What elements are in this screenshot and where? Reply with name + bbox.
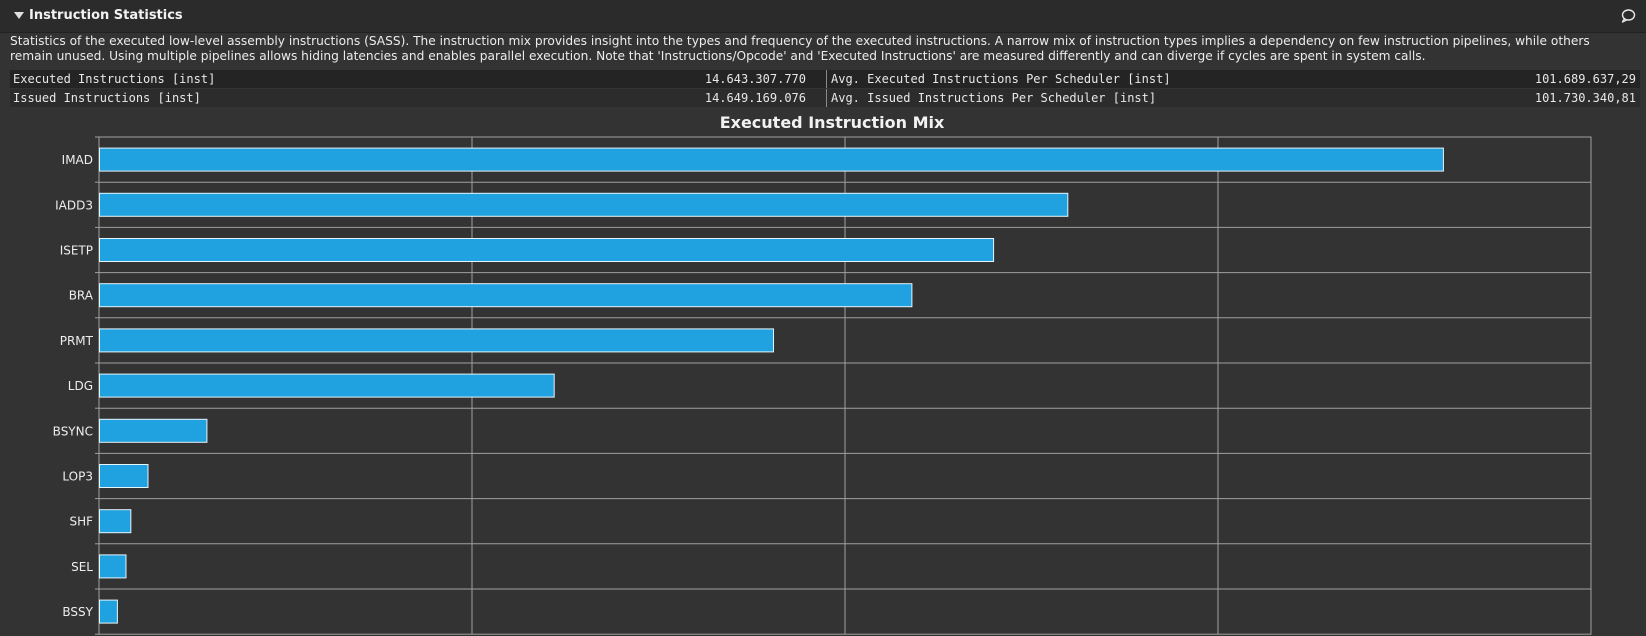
bar-bssy [99,599,118,624]
bar-sel [99,554,127,579]
chart-category-labels: IMAD IADD3 ISETP BRA PRMT LDG BSYNC LOP3 SHF SEL B… [53,153,94,619]
bar-ldg [99,373,555,398]
category-label: LOP3 [62,470,93,484]
chart-bars [99,147,1444,624]
stat-label: Avg. Executed Instructions Per Scheduler… [831,72,1171,86]
category-label: SHF [69,515,93,529]
category-label: BRA [69,289,94,303]
bar-imad [99,147,1444,172]
column-divider [826,70,827,88]
section-header[interactable]: Instruction Statistics [0,0,1646,33]
section-title: Instruction Statistics [29,8,183,23]
triangle-down-icon[interactable] [14,12,24,19]
bar-lop3 [99,464,149,488]
category-label: BSSY [62,605,93,619]
stat-value: 14.643.307.770 [704,72,806,86]
category-label: ISETP [60,244,93,258]
stats-table: Executed Instructions [inst] 14.643.307.… [10,70,1640,107]
stat-value: 101.689.637,29 [1534,72,1636,86]
category-label: LDG [68,379,93,393]
stat-value: 14.649.169.076 [704,91,806,105]
bar-iadd3 [99,192,1069,217]
category-label: IADD3 [55,198,93,212]
stat-label: Issued Instructions [inst] [13,91,201,105]
bar-bra [99,283,913,308]
stat-label: Executed Instructions [inst] [13,72,216,86]
category-label: BSYNC [53,424,93,438]
bar-isetp [99,238,995,262]
bar-bsync [99,418,208,443]
comment-icon[interactable] [1620,8,1636,24]
stats-row: Issued Instructions [inst] 14.649.169.07… [10,89,1640,107]
category-label: IMAD [62,153,93,167]
stat-value: 101.730.340,81 [1534,91,1636,105]
stat-label: Avg. Issued Instructions Per Scheduler [… [831,91,1157,105]
bar-shf [99,509,132,534]
category-label: PRMT [60,334,94,348]
chart-title: Executed Instruction Mix [720,113,945,132]
category-label: SEL [71,560,93,574]
section-description: Statistics of the executed low-level ass… [10,34,1590,63]
chart-grid [95,136,1592,635]
column-divider [826,89,827,107]
stats-row: Executed Instructions [inst] 14.643.307.… [10,70,1640,88]
bar-prmt [99,328,775,353]
